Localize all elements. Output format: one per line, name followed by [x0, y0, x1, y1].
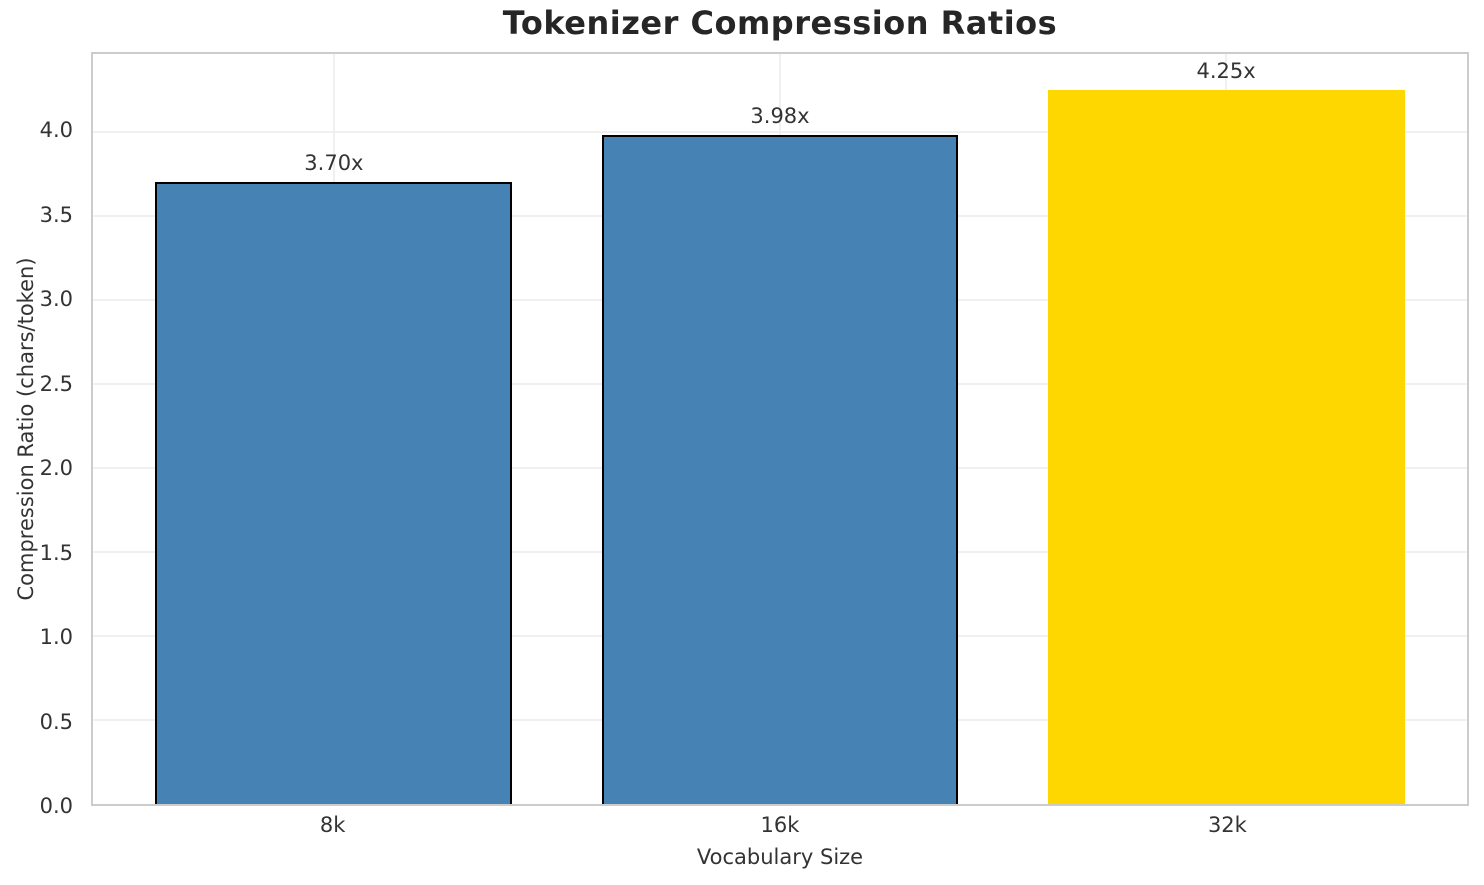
- y-tick-label: 2.5: [39, 371, 73, 396]
- plot-area: 3.70x 3.98x 4.25x: [91, 52, 1469, 806]
- bar-value-label: 4.25x: [1196, 59, 1256, 83]
- y-tick-label: 0.5: [39, 709, 73, 734]
- bar-8k: [155, 182, 513, 804]
- y-tick-label: 4.0: [39, 118, 73, 143]
- y-tick-label: 3.0: [39, 287, 73, 312]
- y-tick-label: 1.5: [39, 540, 73, 565]
- bar-16k: [601, 135, 959, 804]
- x-tick-label: 32k: [1207, 813, 1247, 837]
- y-tick-label: 2.0: [39, 456, 73, 481]
- chart-title: Tokenizer Compression Ratios: [502, 4, 1058, 42]
- x-tick-label: 16k: [760, 813, 800, 837]
- x-tick-label: 8k: [319, 813, 346, 837]
- y-tick-label: 0.0: [39, 794, 73, 818]
- y-tick-label: 1.0: [39, 625, 73, 650]
- x-axis-tick-labels: 8k 16k 32k: [91, 813, 1469, 841]
- bar-value-label: 3.98x: [750, 104, 810, 128]
- bar-value-label: 3.70x: [304, 151, 364, 175]
- bar-32k: [1047, 89, 1405, 804]
- y-axis-tick-labels: 0.0 0.5 1.0 1.5 2.0 2.5 3.0 3.5 4.0: [0, 52, 82, 818]
- x-axis-label: Vocabulary Size: [696, 845, 864, 869]
- y-tick-label: 3.5: [39, 202, 73, 227]
